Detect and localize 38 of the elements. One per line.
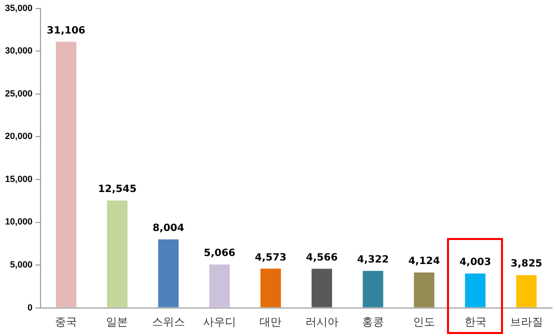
x-tick-label: 사우디 xyxy=(203,316,236,328)
x-tick-label: 일본 xyxy=(106,316,128,328)
x-tick-label: 중국 xyxy=(55,316,78,328)
bar xyxy=(465,274,486,308)
y-tick-label: 15,000 xyxy=(4,174,33,184)
y-tick-label: 20,000 xyxy=(4,131,33,142)
x-tick-label: 한국 xyxy=(464,316,486,328)
x-tick-label: 대만 xyxy=(260,316,282,328)
bar xyxy=(312,268,332,308)
x-tick-label: 스위스 xyxy=(152,316,185,328)
bar xyxy=(209,264,230,308)
x-tick-label: 러시아 xyxy=(305,316,338,328)
data-label: 4,322 xyxy=(357,254,389,266)
bar xyxy=(516,275,537,308)
bar xyxy=(107,200,128,308)
bar xyxy=(362,270,384,308)
x-tick-label: 브라질 xyxy=(510,316,543,328)
y-tick-label: 10,000 xyxy=(4,216,33,227)
data-label: 5,066 xyxy=(204,248,236,260)
y-tick-label: 0 xyxy=(28,302,33,312)
data-label: 4,573 xyxy=(254,252,287,264)
y-tick-label: 35,000 xyxy=(4,2,33,13)
x-tick-label: 홍콩 xyxy=(362,316,384,328)
bar xyxy=(260,268,281,308)
y-tick-label: 25,000 xyxy=(4,88,33,98)
data-label: 4,124 xyxy=(408,256,440,268)
y-tick-label: 30,000 xyxy=(4,46,33,56)
bar xyxy=(158,239,179,308)
y-tick-label: 5,000 xyxy=(10,260,33,270)
data-label: 4,003 xyxy=(459,257,492,268)
x-tick-label: 인도 xyxy=(413,316,436,328)
bar xyxy=(56,42,76,308)
data-label: 3,825 xyxy=(510,258,542,270)
bar xyxy=(414,272,434,308)
data-label: 31,106 xyxy=(46,25,86,36)
data-label: 4,566 xyxy=(306,252,338,264)
data-label: 12,545 xyxy=(98,184,137,196)
data-label: 8,004 xyxy=(152,222,184,234)
